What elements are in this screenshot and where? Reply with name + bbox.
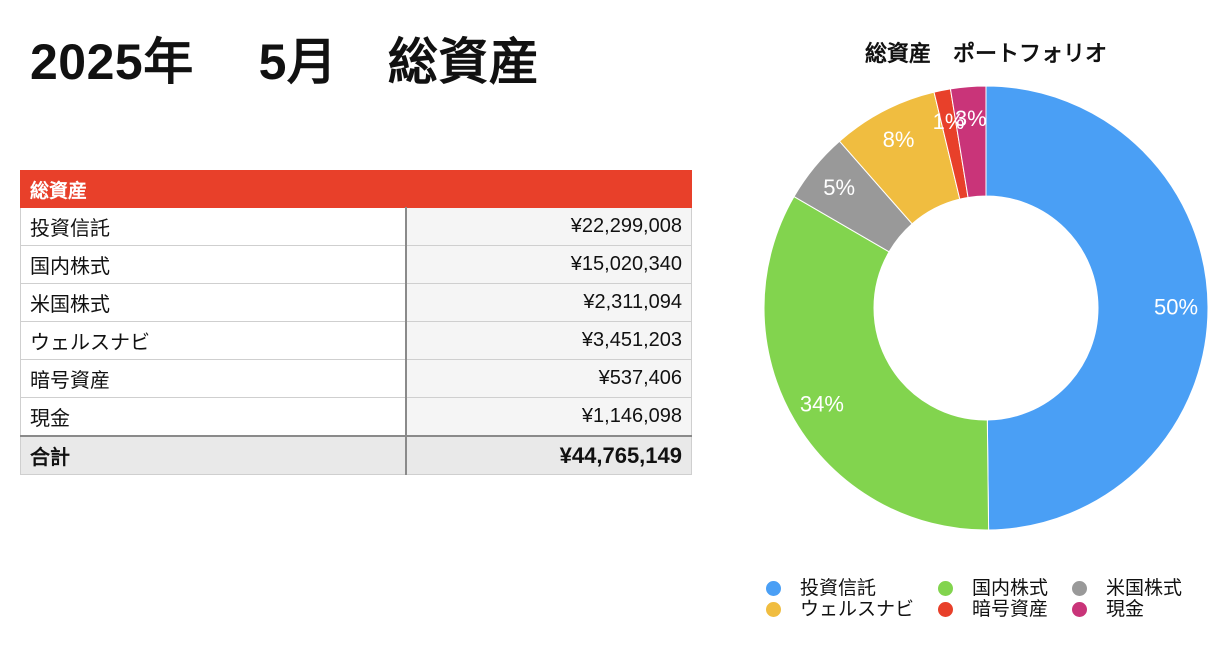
row-amount: ¥1,146,098 (405, 397, 692, 437)
row-amount: ¥2,311,094 (405, 283, 692, 322)
table-header: 総資産 (20, 170, 692, 208)
row-label: 米国株式 (20, 283, 407, 322)
row-label: 暗号資産 (20, 359, 407, 398)
row-label: 国内株式 (20, 245, 407, 284)
legend-swatch (938, 602, 953, 617)
row-amount: ¥537,406 (405, 359, 692, 398)
chart-legend: 投資信託 国内株式 米国株式 ウェルスナビ 暗号資産 現金 (766, 578, 1216, 620)
slice-label: 34% (800, 391, 844, 416)
legend-label: 国内株式 (972, 578, 1049, 599)
donut-slice (763, 195, 990, 531)
legend-label: 現金 (1106, 599, 1145, 620)
slice-label: 50% (1154, 294, 1198, 319)
legend-label: 投資信託 (800, 578, 877, 599)
slice-label: 5% (823, 175, 855, 200)
table-row: 投資信託 ¥22,299,008 (20, 207, 692, 246)
total-row: 合計 ¥44,765,149 (20, 435, 692, 475)
row-label: ウェルスナビ (20, 321, 407, 360)
legend-item: 現金 (1072, 599, 1202, 620)
page-title: 2025年 5月 総資産 (30, 34, 540, 90)
total-amount: ¥44,765,149 (405, 435, 692, 475)
row-label: 投資信託 (20, 207, 407, 246)
table-row: 暗号資産 ¥537,406 (20, 359, 692, 398)
legend-swatch (938, 581, 953, 596)
legend-label: 米国株式 (1106, 578, 1183, 599)
slice-label: 8% (883, 127, 915, 152)
legend-item: ウェルスナビ (766, 599, 938, 620)
legend-swatch (1072, 602, 1087, 617)
table-row: 米国株式 ¥2,311,094 (20, 283, 692, 322)
row-amount: ¥15,020,340 (405, 245, 692, 284)
donut-chart: 50% 34% 5% 8% 1%3% (763, 85, 1209, 531)
donut-slice (949, 85, 987, 199)
row-amount: ¥3,451,203 (405, 321, 692, 360)
row-label: 現金 (20, 397, 407, 437)
legend-swatch (766, 602, 781, 617)
donut-slice (985, 85, 1209, 531)
legend-item: 暗号資産 (938, 599, 1072, 620)
legend-swatch (766, 581, 781, 596)
table-row: 国内株式 ¥15,020,340 (20, 245, 692, 284)
legend-swatch (1072, 581, 1087, 596)
legend-item: 米国株式 (1072, 578, 1202, 599)
asset-table: 総資産 投資信託 ¥22,299,008 国内株式 ¥15,020,340 米国… (20, 170, 692, 475)
legend-item: 投資信託 (766, 578, 938, 599)
row-amount: ¥22,299,008 (405, 207, 692, 246)
chart-title: 総資産 ポートフォリオ (864, 41, 1107, 66)
table-row: ウェルスナビ ¥3,451,203 (20, 321, 692, 360)
table-row: 現金 ¥1,146,098 (20, 397, 692, 437)
slice-label: 1% (933, 109, 965, 134)
slice-label: 3% (955, 106, 987, 131)
total-label: 合計 (20, 435, 407, 475)
legend-label: ウェルスナビ (800, 599, 915, 620)
legend-item: 国内株式 (938, 578, 1072, 599)
legend-label: 暗号資産 (972, 599, 1049, 620)
